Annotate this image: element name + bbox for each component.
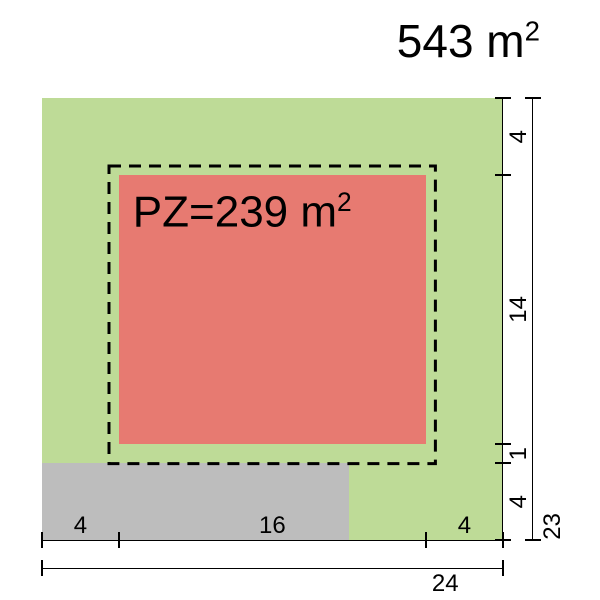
total-area-label: 543 m2 xyxy=(397,14,540,68)
footprint-area-value: PZ=239 m xyxy=(133,188,337,237)
dim-line xyxy=(42,568,503,569)
dim-line xyxy=(502,98,503,540)
total-area-sup: 2 xyxy=(525,16,540,47)
dim-label: 4 xyxy=(505,130,533,143)
dim-tick xyxy=(495,462,511,464)
dim-tick xyxy=(495,539,511,541)
plot-diagram: 543 m2 PZ=239 m2 4164244141423 xyxy=(0,0,600,600)
footprint-area-label: PZ=239 m2 xyxy=(133,187,352,238)
dim-tick xyxy=(425,532,427,548)
dim-line xyxy=(532,98,533,540)
dim-label: 4 xyxy=(458,512,471,540)
footprint-area-sup: 2 xyxy=(337,187,352,217)
dim-tick xyxy=(495,174,511,176)
dim-label: 16 xyxy=(259,512,286,540)
paving-area xyxy=(42,463,349,540)
dim-tick xyxy=(41,532,43,548)
dim-tick xyxy=(495,443,511,445)
dim-label: 14 xyxy=(505,296,533,323)
dim-tick xyxy=(41,560,43,576)
total-area-value: 543 m xyxy=(397,15,525,67)
dim-tick xyxy=(118,532,120,548)
dim-label: 24 xyxy=(432,570,459,598)
dim-tick xyxy=(525,97,541,99)
dim-tick xyxy=(502,560,504,576)
dim-label: 4 xyxy=(74,512,87,540)
dim-label: 4 xyxy=(505,495,533,508)
dim-label: 1 xyxy=(505,447,533,460)
dim-label: 23 xyxy=(539,513,567,540)
dim-tick xyxy=(495,97,511,99)
